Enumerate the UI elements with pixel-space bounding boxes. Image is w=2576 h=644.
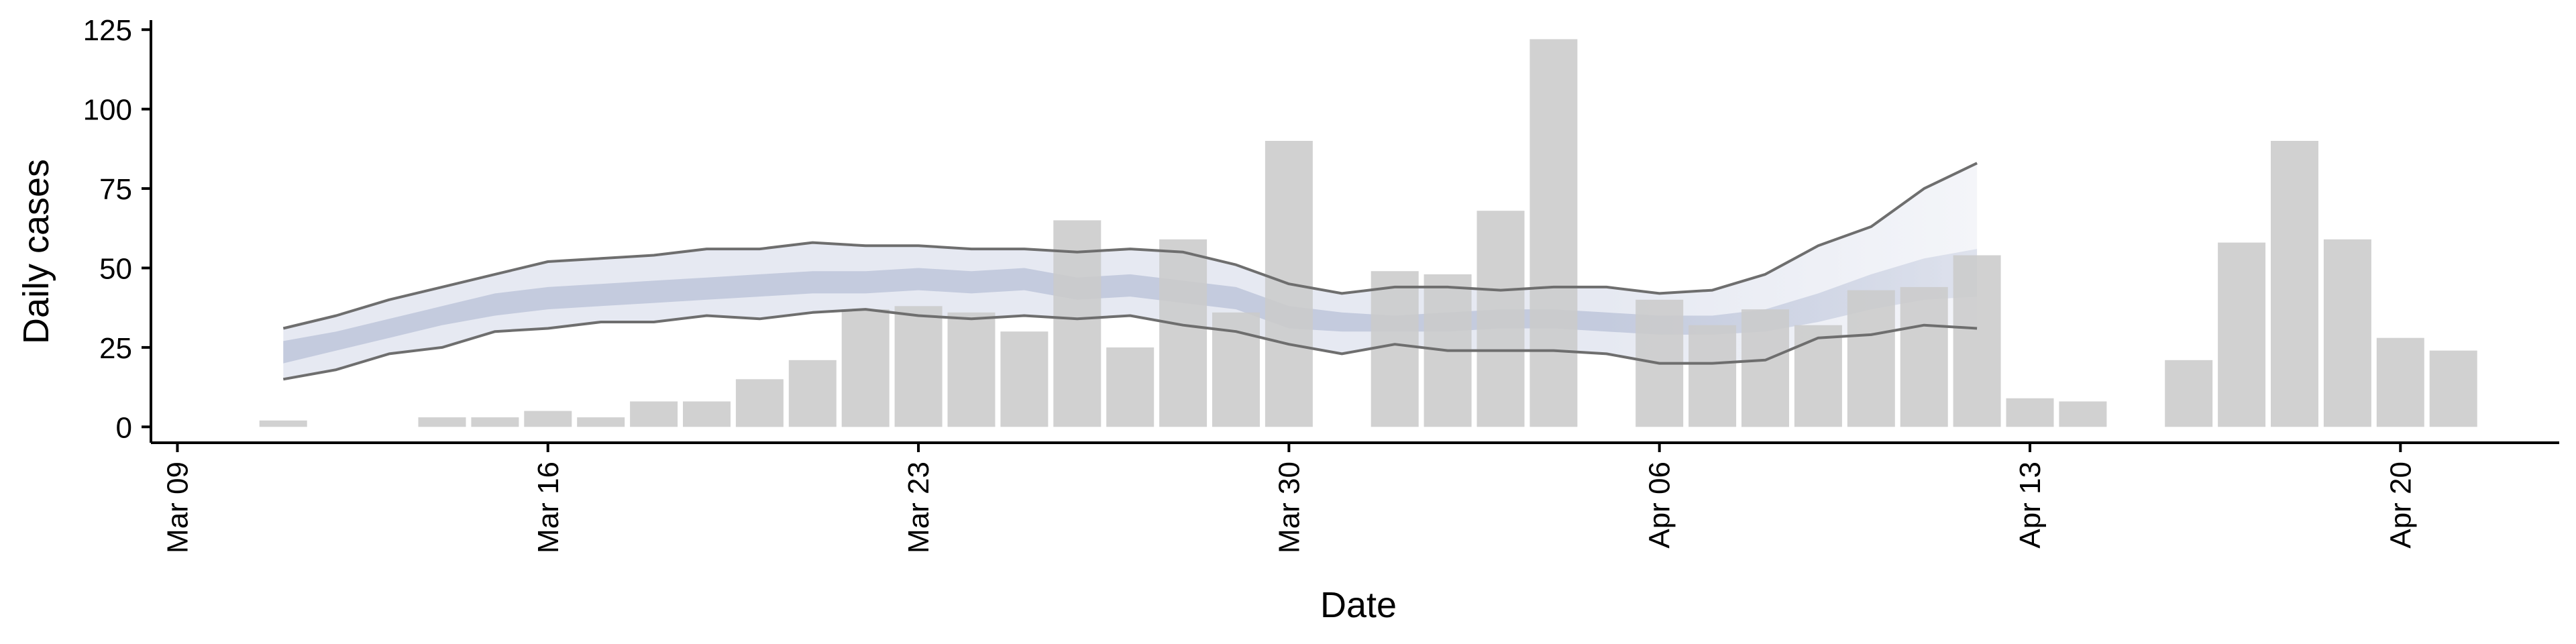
bar-2020-03-23 [894,306,943,427]
y-tick-label-25: 25 [99,332,132,365]
y-tick-label-0: 0 [116,411,132,444]
bar-2020-03-25 [1000,331,1049,427]
bar-2020-03-18 [630,401,678,427]
y-tick-label-75: 75 [99,173,132,206]
bar-2020-04-01 [1371,271,1419,427]
bar-2020-04-12 [1953,255,2001,427]
bar-2020-03-15 [471,417,519,427]
y-tick-label-100: 100 [83,94,132,127]
y-axis-ticks: 0 25 50 75 100 125 [83,14,151,444]
bar-2020-04-08 [1741,309,1789,427]
projection-bound-lines [282,162,1978,381]
bar-2020-03-17 [577,417,625,427]
daily-cases-bars [259,39,2477,427]
bar-2020-03-27 [1106,347,1155,427]
x-tick-label-2020-03-23: Mar 23 [902,462,935,553]
y-axis-title: Daily cases [16,159,56,344]
bar-2020-04-11 [1900,286,1948,427]
bar-2020-04-10 [1847,290,1895,427]
bar-2020-04-18 [2271,141,2318,427]
x-axis-title: Date [1320,585,1397,625]
x-tick-label-2020-03-30: Mar 30 [1273,462,1305,553]
bar-2020-04-19 [2323,239,2371,427]
x-tick-label-2020-04-20: Apr 20 [2384,462,2417,549]
bar-2020-03-14 [418,417,466,427]
bar-2020-04-21 [2429,350,2477,427]
bar-2020-04-09 [1794,325,1842,427]
bar-2020-03-22 [841,309,890,427]
y-tick-label-50: 50 [99,252,132,285]
y-tick-label-125: 125 [83,14,132,47]
bar-2020-03-26 [1053,220,1102,427]
bar-2020-03-20 [735,379,784,427]
x-tick-label-2020-04-06: Apr 06 [1644,462,1676,549]
bar-2020-03-24 [947,312,996,427]
bar-2020-04-04 [1529,39,1578,427]
bar-2020-03-19 [683,401,731,427]
lower-bound-line [282,308,1978,381]
bar-2020-04-03 [1477,211,1525,427]
bar-2020-04-20 [2376,337,2424,427]
bar-2020-03-28 [1159,239,1208,427]
x-tick-label-2020-04-13: Apr 13 [2014,462,2047,549]
bar-2020-04-14 [2059,401,2107,427]
x-axis-ticks: Mar 09 Mar 16 Mar 23 Mar 30 Apr 06 Apr 13 Apr … [162,443,2417,553]
x-tick-label-2020-03-16: Mar 16 [532,462,565,553]
bar-2020-04-17 [2218,242,2266,427]
projection-inner-band [283,249,1978,364]
bar-2020-04-16 [2165,360,2213,427]
bar-2020-04-07 [1688,325,1737,427]
bar-2020-03-16 [524,411,572,427]
bar-2020-03-11 [259,420,307,427]
bar-2020-03-21 [788,360,837,427]
bar-2020-04-13 [2006,398,2054,427]
upper-bound-line [282,162,1978,330]
x-tick-label-2020-03-09: Mar 09 [162,462,195,553]
axes: 0 25 50 75 100 125 Mar 09 Mar 16 Mar 23 Mar 30 Ap… [83,14,2559,553]
